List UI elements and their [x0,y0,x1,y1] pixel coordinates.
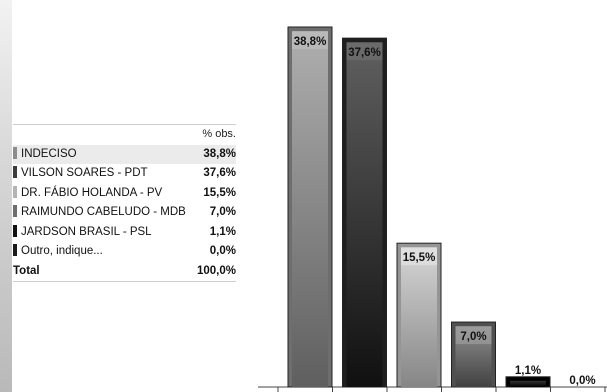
table-row-label: Outro, indique... [21,245,103,257]
legend-swatch [13,224,17,237]
table-row: RAIMUNDO CABELUDO - MDB 7,0% [13,203,236,223]
bar [346,42,383,387]
table-row-label: DR. FÁBIO HOLANDA - PV [21,186,163,199]
bar-label-background [346,43,383,61]
table-row-value: 15,5% [203,186,236,199]
table-row-label-cell: Outro, indique... [13,242,195,262]
legend-swatch [13,244,17,256]
bar-data-label: 38,8% [294,36,327,48]
table-row-value: 38,8% [194,144,236,164]
table-row-value: 37,6% [203,167,236,179]
bar-data-label: 37,6% [348,47,381,59]
table-row-label-cell: JARDSON BRASIL - PSL [13,223,195,243]
bar-chart: 38,8% 37,6% 15,5% 7,0% 1,1% 0,0% [250,0,607,392]
table-row-label-cell: RAIMUNDO CABELUDO - MDB [13,203,195,223]
results-table: % obs. INDECISO 38,8% VILSON SOARES - PD… [13,124,236,282]
bar-label-background [401,248,437,266]
table-row-label: RAIMUNDO CABELUDO - MDB [21,206,186,218]
table-row-label: JARDSON BRASIL - PSL [21,225,152,238]
table-total-value: 100,0% [194,261,236,282]
bar [401,247,437,387]
table-row: VILSON SOARES - PDT 37,6% [13,164,236,184]
legend-swatch [13,166,17,178]
bar-data-label: 0,0% [569,375,595,387]
table-row: INDECISO 38,8% [13,144,236,164]
bar [292,31,328,387]
table-row: Outro, indique... 0,0% [13,242,236,262]
table-row-label-cell: DR. FÁBIO HOLANDA - PV [13,184,195,204]
table-total-row: Total 100,0% [13,261,236,282]
table-row: JARDSON BRASIL - PSL 1,1% [13,223,236,243]
left-decorative-strip [0,0,12,392]
table-header-row: % obs. [13,124,236,145]
bar-data-label: 1,1% [515,365,541,377]
bar-chart-svg: 38,8% 37,6% 15,5% 7,0% 1,1% 0,0% [258,26,607,392]
table-row-value: 7,0% [209,206,236,218]
table-row-value: 0,0% [209,245,236,257]
table-row-label-cell: INDECISO [13,144,195,164]
bar-label-background [292,32,328,49]
bar [510,380,546,387]
legend-swatch [13,185,17,198]
table-column-header: % obs. [194,124,236,145]
table-row-label: VILSON SOARES - PDT [21,167,148,179]
table-row-value: 1,1% [209,225,236,238]
table-row: DR. FÁBIO HOLANDA - PV 15,5% [13,184,236,204]
bar-data-label: 15,5% [403,252,436,264]
legend-swatch [13,205,17,217]
table-row-label: INDECISO [21,147,77,160]
table-row-label-cell: VILSON SOARES - PDT [13,164,195,184]
table-total-label: Total [13,261,195,282]
bar-data-label: 7,0% [460,331,486,343]
bar-label-background [455,327,492,345]
legend-swatch [13,146,17,159]
table-header-empty [13,124,195,145]
